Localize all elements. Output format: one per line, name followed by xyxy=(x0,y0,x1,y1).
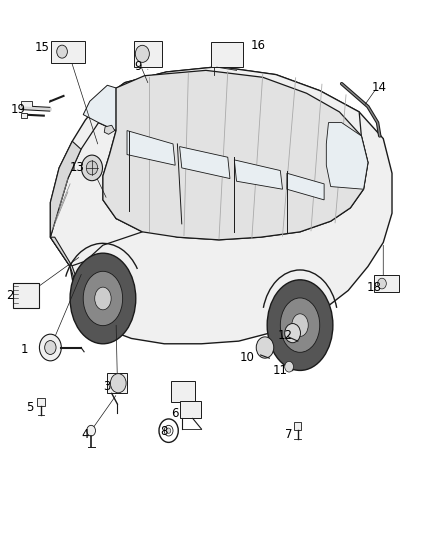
Polygon shape xyxy=(21,101,32,107)
Text: 4: 4 xyxy=(81,428,89,441)
Text: 15: 15 xyxy=(34,42,49,54)
Circle shape xyxy=(285,324,300,343)
Polygon shape xyxy=(50,67,392,344)
Polygon shape xyxy=(104,125,115,134)
Text: 10: 10 xyxy=(240,351,255,364)
Polygon shape xyxy=(21,113,27,118)
Text: 9: 9 xyxy=(134,60,142,73)
Text: 13: 13 xyxy=(69,161,84,174)
FancyBboxPatch shape xyxy=(374,275,399,292)
FancyBboxPatch shape xyxy=(13,283,39,308)
Polygon shape xyxy=(83,85,116,131)
Polygon shape xyxy=(326,123,368,189)
Circle shape xyxy=(135,45,149,62)
Circle shape xyxy=(81,155,102,181)
Circle shape xyxy=(45,341,56,354)
Circle shape xyxy=(57,45,67,58)
Text: 2: 2 xyxy=(6,289,14,302)
Circle shape xyxy=(378,278,386,289)
Text: 16: 16 xyxy=(251,39,266,52)
Polygon shape xyxy=(107,373,127,393)
Polygon shape xyxy=(171,381,195,402)
Circle shape xyxy=(256,337,274,358)
Polygon shape xyxy=(180,401,201,418)
Text: 1: 1 xyxy=(20,343,28,356)
Ellipse shape xyxy=(83,271,123,326)
Ellipse shape xyxy=(280,298,320,352)
Text: 3: 3 xyxy=(104,380,111,393)
FancyBboxPatch shape xyxy=(134,41,162,67)
Polygon shape xyxy=(50,123,142,266)
Polygon shape xyxy=(294,422,301,430)
Circle shape xyxy=(39,334,61,361)
Polygon shape xyxy=(50,237,103,328)
Text: 8: 8 xyxy=(161,425,168,438)
Text: 7: 7 xyxy=(285,428,293,441)
Circle shape xyxy=(87,425,95,436)
Text: 14: 14 xyxy=(371,82,386,94)
Circle shape xyxy=(110,374,126,393)
Ellipse shape xyxy=(70,253,136,344)
Text: 12: 12 xyxy=(277,329,292,342)
Text: 19: 19 xyxy=(11,103,26,116)
FancyBboxPatch shape xyxy=(51,41,85,63)
Polygon shape xyxy=(127,131,175,165)
Polygon shape xyxy=(287,173,324,200)
Ellipse shape xyxy=(95,287,111,310)
Text: 5: 5 xyxy=(26,401,33,414)
Polygon shape xyxy=(234,160,283,189)
FancyBboxPatch shape xyxy=(211,42,243,67)
Text: 18: 18 xyxy=(367,281,382,294)
Ellipse shape xyxy=(267,280,333,370)
Ellipse shape xyxy=(292,314,308,336)
Circle shape xyxy=(86,161,98,175)
Polygon shape xyxy=(37,398,45,406)
Polygon shape xyxy=(180,147,230,179)
Text: 11: 11 xyxy=(273,364,288,377)
Circle shape xyxy=(166,428,171,433)
Polygon shape xyxy=(103,70,368,240)
Circle shape xyxy=(285,361,293,372)
Polygon shape xyxy=(99,67,368,240)
Polygon shape xyxy=(50,141,81,237)
Text: 6: 6 xyxy=(171,407,179,419)
